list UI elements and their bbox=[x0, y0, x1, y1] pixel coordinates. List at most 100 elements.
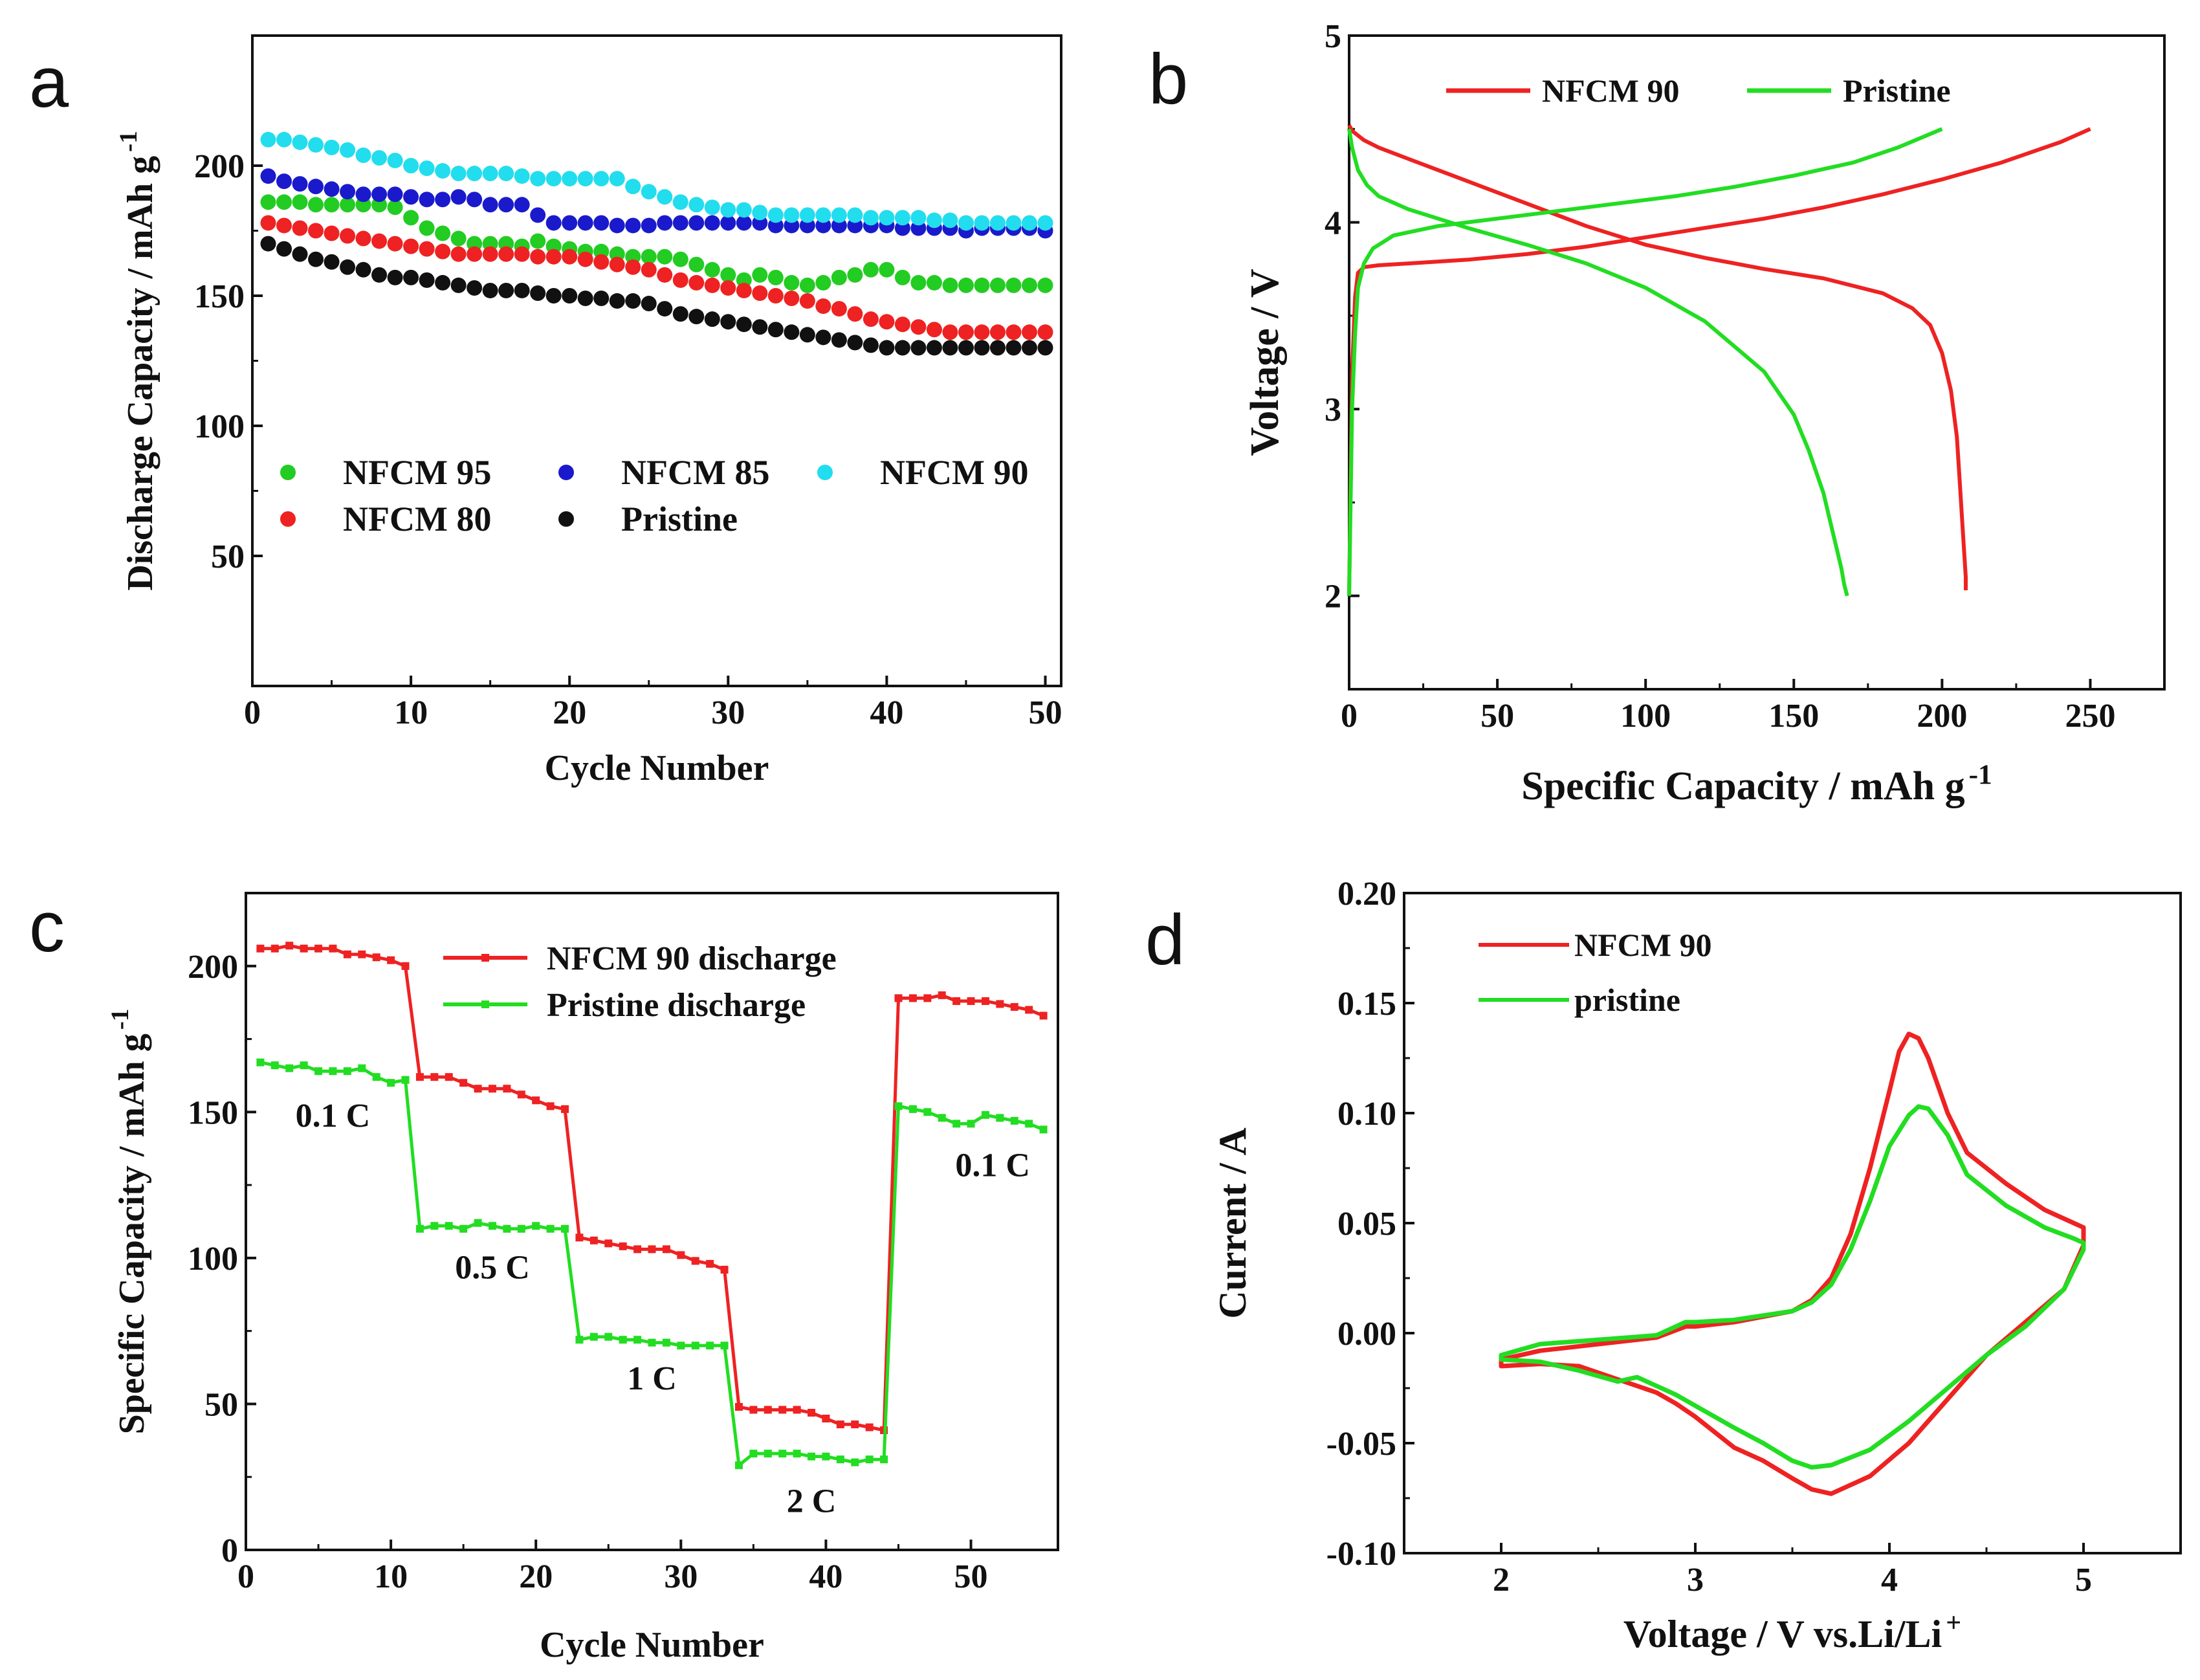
data-point bbox=[784, 207, 800, 223]
data-point bbox=[967, 1120, 975, 1128]
panel-letter: a bbox=[29, 43, 69, 122]
data-point bbox=[706, 1259, 714, 1268]
data-point bbox=[482, 197, 498, 213]
x-tick-label: 10 bbox=[394, 694, 428, 731]
data-point bbox=[1025, 1120, 1033, 1128]
data-point bbox=[879, 210, 895, 226]
data-point bbox=[894, 1102, 903, 1111]
data-point bbox=[923, 994, 932, 1002]
data-point bbox=[545, 215, 562, 231]
data-point bbox=[308, 179, 324, 195]
series-line bbox=[259, 1061, 1044, 1468]
data-point bbox=[648, 1245, 656, 1254]
data-point bbox=[938, 1114, 946, 1122]
y-tick-label: 50 bbox=[211, 538, 245, 575]
data-point bbox=[764, 1406, 772, 1414]
legend-label: Pristine bbox=[1843, 72, 1951, 109]
data-point bbox=[575, 1336, 584, 1344]
data-point bbox=[260, 215, 276, 231]
data-point bbox=[270, 944, 279, 953]
data-point bbox=[340, 197, 356, 213]
panel-b: b 0 50 100 150 200 250 2 3 4 5 Specific Capacity / … bbox=[1149, 18, 2166, 808]
data-point bbox=[989, 324, 1006, 340]
data-point bbox=[329, 1067, 337, 1076]
rate-annotation: 0.1 C bbox=[296, 1098, 371, 1134]
data-point bbox=[371, 267, 388, 283]
data-point bbox=[435, 163, 451, 179]
data-point bbox=[530, 285, 546, 301]
data-point bbox=[677, 1342, 685, 1350]
data-point bbox=[415, 1073, 424, 1081]
y-tick-label: 2 bbox=[1325, 579, 1341, 615]
data-point bbox=[498, 197, 514, 213]
data-point bbox=[387, 152, 403, 168]
data-point bbox=[358, 1064, 366, 1072]
series-line bbox=[1499, 1104, 2086, 1470]
data-point bbox=[657, 249, 673, 265]
data-point bbox=[387, 236, 403, 252]
data-point bbox=[467, 246, 483, 262]
y-tick-label: 150 bbox=[194, 278, 245, 315]
data-point bbox=[619, 1336, 627, 1344]
x-tick-label: 2 bbox=[1493, 1562, 1510, 1598]
data-point bbox=[314, 944, 323, 953]
x-tick-label: 20 bbox=[553, 694, 586, 731]
data-point bbox=[324, 181, 340, 197]
data-point bbox=[308, 223, 324, 239]
data-point bbox=[609, 217, 625, 234]
data-point bbox=[562, 249, 578, 265]
data-point bbox=[641, 296, 657, 312]
data-point bbox=[1010, 1002, 1018, 1011]
y-tick-label: -0.05 bbox=[1326, 1426, 1396, 1463]
data-point bbox=[641, 184, 657, 200]
data-point bbox=[894, 210, 910, 226]
series-nfcm-90 bbox=[260, 131, 1053, 231]
data-point bbox=[822, 1452, 830, 1461]
data-point bbox=[329, 944, 337, 953]
data-point bbox=[577, 215, 593, 231]
data-point bbox=[996, 1000, 1004, 1008]
data-point bbox=[720, 314, 736, 330]
data-point bbox=[467, 166, 483, 182]
data-point bbox=[1006, 324, 1022, 340]
data-point bbox=[706, 1342, 714, 1350]
data-point bbox=[688, 215, 705, 231]
data-point bbox=[577, 251, 593, 267]
data-point bbox=[672, 215, 688, 231]
plot-frame bbox=[1348, 34, 2166, 691]
data-point bbox=[996, 1114, 1004, 1122]
data-point bbox=[532, 1222, 540, 1230]
data-point bbox=[450, 189, 467, 205]
data-point bbox=[657, 189, 673, 205]
data-point bbox=[847, 306, 863, 322]
x-axis-label: Specific Capacity / mAh g -1 bbox=[1521, 759, 1992, 808]
data-point bbox=[324, 139, 340, 155]
data-point bbox=[503, 1085, 511, 1093]
data-point bbox=[435, 192, 451, 208]
data-point bbox=[260, 168, 276, 184]
data-point bbox=[879, 261, 895, 278]
data-point bbox=[625, 293, 641, 309]
data-point bbox=[343, 950, 351, 958]
data-point bbox=[704, 199, 720, 216]
x-tick-label: 0 bbox=[1341, 698, 1358, 735]
data-point bbox=[657, 267, 673, 283]
x-tick-label: 0 bbox=[244, 694, 261, 731]
data-point bbox=[808, 1452, 816, 1461]
data-point bbox=[836, 1420, 844, 1429]
data-point bbox=[981, 1111, 989, 1119]
data-point bbox=[1021, 340, 1037, 356]
data-point bbox=[625, 259, 641, 275]
data-point bbox=[894, 340, 910, 356]
data-point bbox=[589, 1236, 598, 1244]
data-point bbox=[926, 340, 942, 356]
data-point bbox=[734, 1461, 743, 1470]
data-point bbox=[589, 1332, 598, 1341]
data-point bbox=[387, 1079, 395, 1087]
data-point bbox=[836, 1455, 844, 1464]
data-point bbox=[865, 1455, 874, 1464]
data-point bbox=[989, 215, 1006, 231]
x-tick-label: 20 bbox=[519, 1558, 553, 1595]
data-point bbox=[625, 217, 641, 234]
